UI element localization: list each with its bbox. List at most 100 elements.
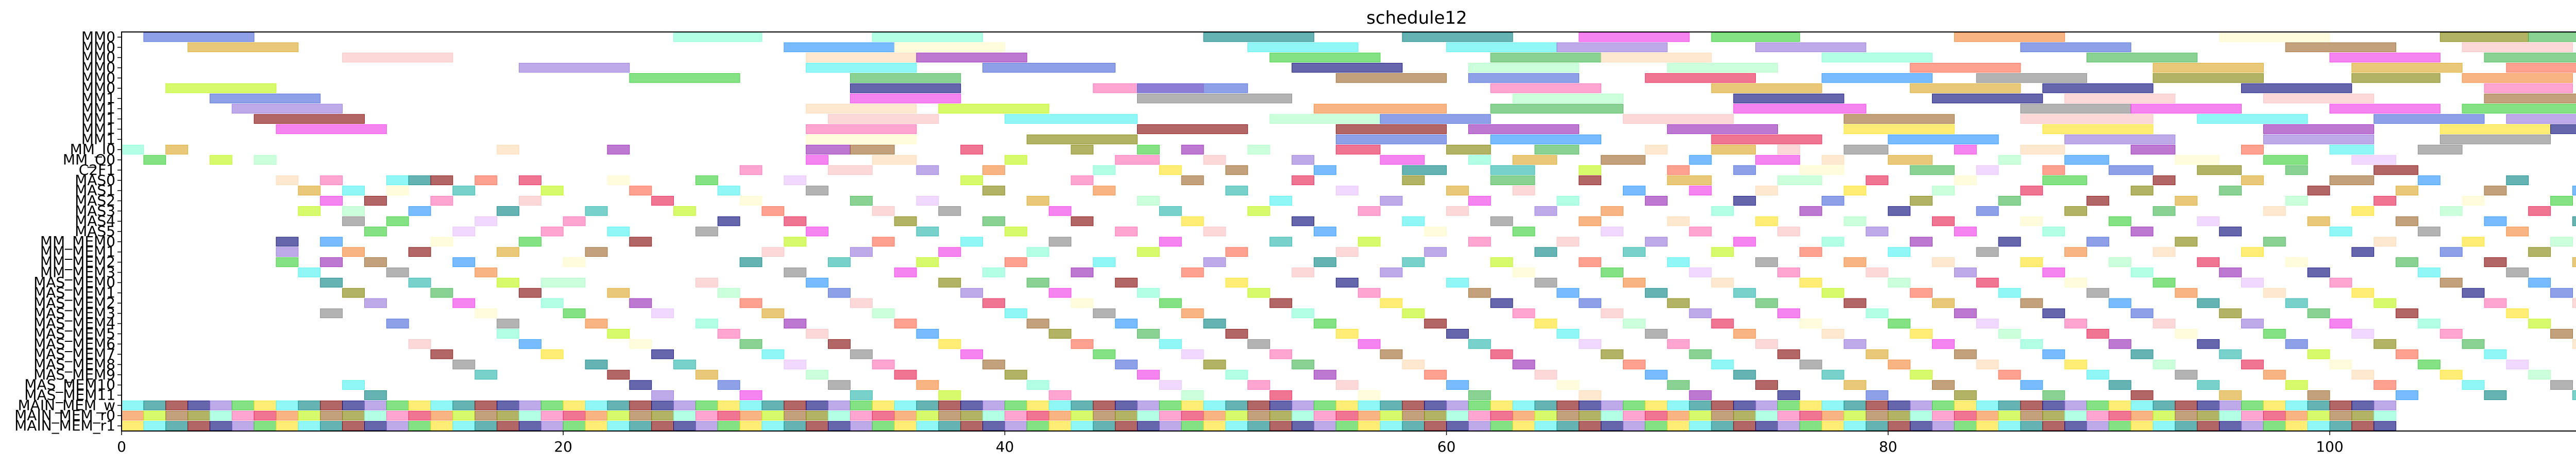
task-bar xyxy=(209,401,232,410)
task-bar xyxy=(2153,206,2176,216)
task-bar xyxy=(1490,53,1602,62)
task-bar xyxy=(1335,410,1359,421)
task-bar xyxy=(121,421,144,431)
task-bar xyxy=(2241,83,2352,93)
task-bar xyxy=(143,421,166,431)
task-bar xyxy=(2374,421,2397,431)
task-bar xyxy=(2528,277,2551,288)
task-bar xyxy=(2087,288,2109,298)
task-bar xyxy=(1733,329,1756,339)
task-bar xyxy=(1910,370,1933,380)
task-bar xyxy=(1269,237,1293,247)
task-bar xyxy=(2064,155,2109,165)
task-bar xyxy=(1998,196,2021,206)
task-bar xyxy=(1115,226,1138,237)
task-bar xyxy=(2020,410,2043,421)
task-bar xyxy=(386,421,409,431)
task-bar xyxy=(2263,421,2286,431)
task-bar xyxy=(2241,401,2264,410)
task-bar xyxy=(916,329,939,339)
task-bar xyxy=(2130,410,2154,421)
task-bar xyxy=(784,410,807,421)
task-bar xyxy=(1910,288,1933,298)
task-bar xyxy=(2263,93,2375,104)
task-bar xyxy=(2439,329,2463,339)
task-bar xyxy=(474,410,498,421)
task-bar xyxy=(1247,380,1270,390)
task-bar xyxy=(1225,421,1248,431)
task-bar xyxy=(2307,349,2330,359)
task-bar xyxy=(253,421,277,431)
task-bar xyxy=(1446,401,1469,410)
task-bar xyxy=(563,216,586,226)
task-bar xyxy=(784,359,807,370)
task-bar xyxy=(2108,380,2131,390)
task-bar xyxy=(2484,349,2507,359)
task-bar xyxy=(828,380,851,390)
task-bar xyxy=(739,421,762,431)
task-bar xyxy=(1821,370,1844,380)
task-bar xyxy=(1777,349,1800,359)
task-bar xyxy=(784,175,807,186)
task-bar xyxy=(121,144,144,155)
task-bar xyxy=(1601,206,1624,216)
task-bar xyxy=(2175,288,2198,298)
task-bar xyxy=(761,421,785,431)
task-bar xyxy=(1358,339,1381,349)
task-bar xyxy=(563,410,586,421)
task-bar xyxy=(1468,196,1491,206)
task-bar xyxy=(629,186,652,196)
task-bar xyxy=(607,144,630,155)
task-bar xyxy=(1534,319,1557,329)
task-bar xyxy=(563,401,586,410)
task-bar xyxy=(1247,401,1270,410)
task-bar xyxy=(2285,42,2397,53)
task-bar xyxy=(1292,268,1315,277)
task-bar xyxy=(1821,73,1933,83)
task-bar xyxy=(828,288,851,298)
task-bar xyxy=(1159,339,1182,349)
y-tick-label: MAS_MEM11 xyxy=(24,387,115,404)
task-bar xyxy=(2374,237,2397,247)
task-bar xyxy=(2197,421,2220,431)
task-bar xyxy=(2108,410,2131,421)
task-bar xyxy=(2108,339,2131,349)
task-bar xyxy=(2329,359,2352,370)
task-bar xyxy=(2153,421,2176,431)
task-bar xyxy=(1976,421,1999,431)
task-bar xyxy=(1159,206,1182,216)
y-tick-label: MAS3 xyxy=(75,202,115,219)
task-bar xyxy=(497,401,519,410)
x-axis: 0 20 40 60 80 100 xyxy=(117,431,2344,455)
task-bar xyxy=(850,410,873,421)
task-bar xyxy=(2042,308,2065,319)
task-bar xyxy=(1888,319,1911,329)
task-bar xyxy=(717,288,740,298)
task-bar xyxy=(1556,288,1580,298)
task-bar xyxy=(1247,42,1359,53)
task-bar xyxy=(1689,186,1712,196)
task-bar xyxy=(1667,339,1690,349)
task-bar xyxy=(1579,410,1602,421)
task-bar xyxy=(717,186,740,196)
task-bar xyxy=(2108,298,2131,308)
task-bar xyxy=(1932,339,1955,349)
task-bar xyxy=(519,401,541,410)
task-bar xyxy=(1269,53,1381,62)
task-bar xyxy=(2197,257,2220,267)
task-bar xyxy=(806,277,828,288)
task-bar xyxy=(2197,339,2220,349)
task-bar xyxy=(2572,216,2576,226)
task-bar xyxy=(1402,175,1425,186)
task-bar xyxy=(784,319,807,329)
y-tick-label: MM_MEM3 xyxy=(40,263,115,280)
task-bar xyxy=(872,32,983,42)
task-bar xyxy=(342,410,365,421)
task-bar xyxy=(1159,421,1182,431)
task-bar xyxy=(2417,226,2441,237)
task-bar xyxy=(1954,175,1977,186)
task-bar xyxy=(1358,421,1381,431)
task-bar xyxy=(1755,339,1778,349)
task-bar xyxy=(1313,370,1336,380)
task-bar xyxy=(1755,257,1778,267)
